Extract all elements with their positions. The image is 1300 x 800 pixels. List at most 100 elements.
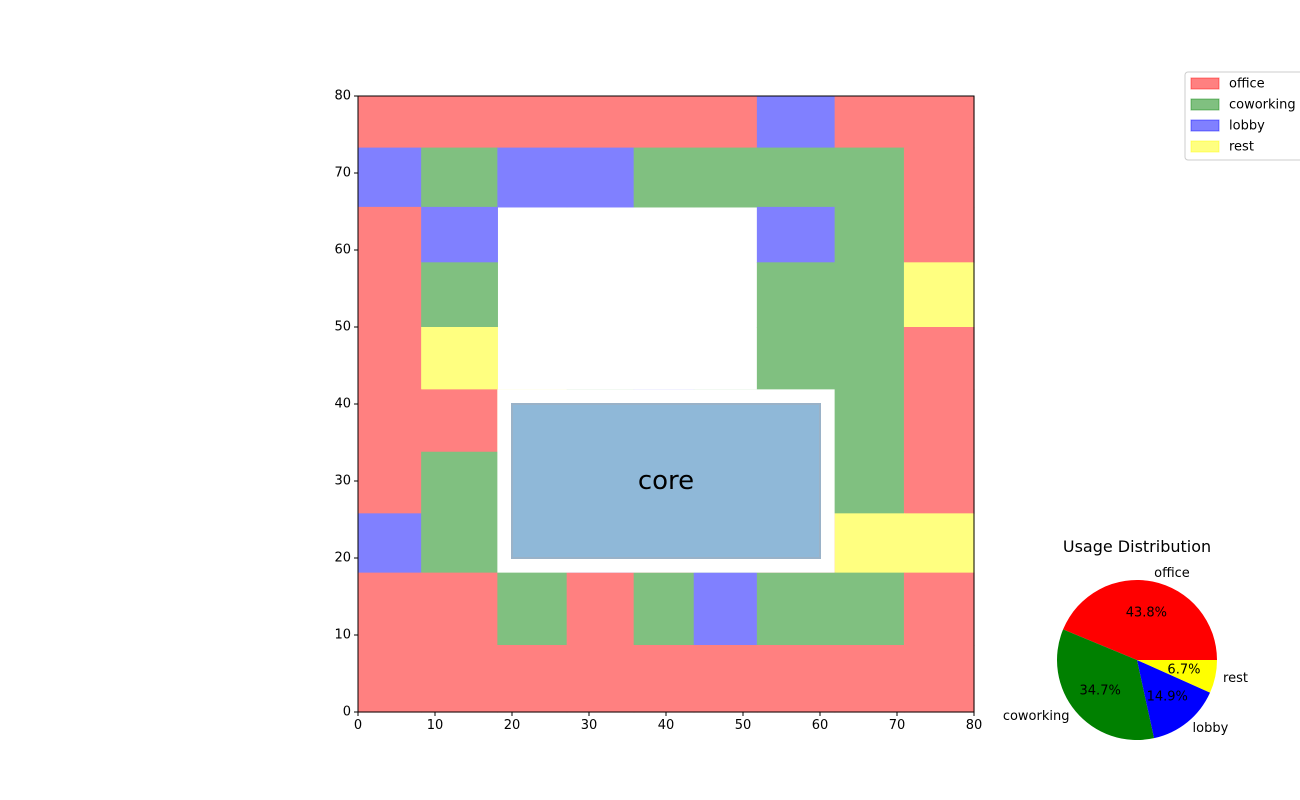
legend-swatch-rest [1190, 140, 1220, 153]
map-cell-office [358, 389, 422, 453]
map-cell-lobby [358, 147, 422, 208]
map-cell-coworking [756, 572, 836, 646]
y-tick-label: 0 [343, 705, 351, 720]
pie-slice-coworking [1057, 629, 1155, 740]
map-cell-office [903, 645, 975, 713]
map-cell-lobby [358, 513, 422, 574]
legend: office coworking lobby rest [1184, 71, 1300, 161]
y-axis: 0 10 20 30 40 50 60 70 80 [334, 89, 358, 720]
pie-pct-label-rest: 6.7% [1167, 663, 1200, 678]
pie-slice-lobby [1137, 660, 1211, 739]
map-cell-coworking [633, 147, 695, 208]
map-cell-office [358, 327, 422, 390]
map-cell-coworking [834, 327, 905, 390]
legend-swatch-lobby [1190, 119, 1220, 132]
map-cell-rest [903, 262, 975, 328]
pie-pct-label-lobby: 14.9% [1147, 690, 1188, 705]
map-cell-coworking [834, 206, 905, 263]
map-cell-office [693, 96, 758, 149]
pie-category-label-coworking: coworking [1003, 709, 1070, 724]
map-cell-office [756, 645, 836, 713]
map-cell-coworking [834, 389, 905, 453]
legend-label-lobby: lobby [1229, 119, 1265, 134]
map-cell-office [421, 572, 498, 646]
legend-label-rest: rest [1229, 140, 1254, 155]
legend-swatch-coworking [1190, 98, 1220, 111]
map-cell-office [903, 451, 975, 514]
map-cell-office [358, 262, 422, 328]
pie-category-label-lobby: lobby [1193, 721, 1229, 736]
map-cell-rest [421, 327, 498, 390]
pie-category-label-office: office [1154, 566, 1190, 581]
map-cell-coworking [834, 451, 905, 514]
map-cell-coworking [421, 451, 498, 514]
usage-pie-chart: Usage Distribution 43.8% office 34.7% cowor… [1003, 537, 1248, 740]
x-axis: 0 10 20 30 40 50 60 70 80 [354, 712, 982, 733]
map-cell-lobby [566, 147, 635, 208]
map-cell-office [421, 645, 498, 713]
map-cell-lobby [693, 572, 758, 646]
legend-label-office: office [1229, 77, 1265, 92]
map-cell-office [421, 389, 498, 453]
map-cell-rest [903, 513, 975, 574]
legend-entries: office coworking lobby rest [1190, 77, 1296, 155]
map-cell-coworking [834, 262, 905, 328]
map-cell-office [903, 327, 975, 390]
map-cell-office [693, 645, 758, 713]
map-cell-coworking [633, 572, 695, 646]
y-tick-label: 80 [334, 89, 351, 104]
map-cell-office [497, 645, 568, 713]
map-cell-office [358, 206, 422, 263]
map-cell-lobby [497, 147, 568, 208]
map-cell-office [566, 645, 635, 713]
pie-title: Usage Distribution [1063, 537, 1211, 556]
map-cell-office [834, 96, 905, 149]
map-cell-office [903, 147, 975, 208]
map-cell-office [903, 96, 975, 149]
map-cell-coworking [756, 327, 836, 390]
map-cell-coworking [834, 147, 905, 208]
map-cell-coworking [834, 572, 905, 646]
x-tick-label: 80 [966, 718, 983, 733]
map-cell-office [903, 206, 975, 263]
pie-slice-office [1063, 579, 1217, 660]
pie-slices [1057, 579, 1217, 740]
map-cell-rest [834, 513, 905, 574]
map-cell-coworking [421, 147, 498, 208]
map-cell-office [903, 389, 975, 453]
y-tick-label: 30 [334, 474, 351, 489]
map-cell-office [358, 96, 422, 149]
map-cell-coworking [421, 262, 498, 328]
y-tick-label: 50 [334, 320, 351, 335]
pie-slice-rest [1137, 660, 1217, 693]
map-cell-coworking [421, 513, 498, 574]
legend-label-coworking: coworking [1229, 98, 1296, 113]
x-tick-label: 50 [735, 718, 752, 733]
map-cell-office [358, 645, 422, 713]
map-cell-office [633, 96, 695, 149]
map-cell-lobby [756, 206, 836, 263]
core-label: core [638, 466, 694, 496]
map-cell-office [633, 645, 695, 713]
map-cell-coworking [756, 262, 836, 328]
map-cell-office [497, 96, 568, 149]
map-cell-coworking [756, 147, 836, 208]
map-cell-office [358, 572, 422, 646]
y-tick-label: 10 [334, 628, 351, 643]
pie-pct-label-office: 43.8% [1126, 605, 1167, 620]
y-tick-label: 70 [334, 166, 351, 181]
x-tick-label: 40 [658, 718, 675, 733]
x-tick-label: 30 [581, 718, 598, 733]
legend-frame [1184, 71, 1300, 161]
y-tick-label: 20 [334, 551, 351, 566]
core-block [511, 403, 821, 559]
map-cell-lobby [756, 96, 836, 149]
floor-map-plot: core 0 10 20 30 40 50 60 70 80 0 10 20 30 40 50 60 70 80 [334, 89, 982, 734]
x-tick-label: 70 [889, 718, 906, 733]
map-cell-office [903, 572, 975, 646]
x-tick-label: 60 [812, 718, 829, 733]
x-tick-label: 20 [504, 718, 521, 733]
map-cell-office [566, 96, 635, 149]
map-cell-lobby [421, 206, 498, 263]
